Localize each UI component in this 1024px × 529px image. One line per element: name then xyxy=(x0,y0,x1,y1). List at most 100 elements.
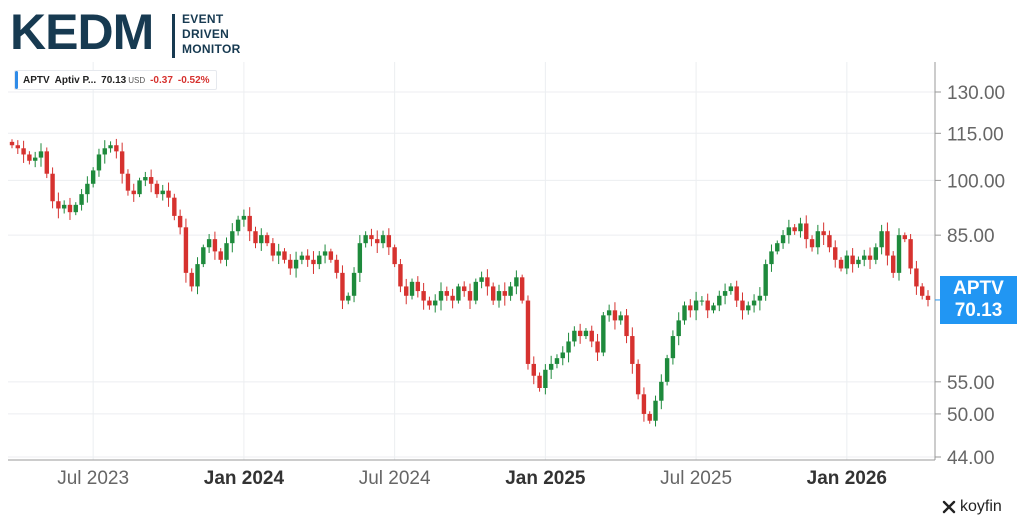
candle xyxy=(728,283,734,295)
candle xyxy=(688,299,693,318)
candle xyxy=(885,222,890,266)
candle xyxy=(114,138,119,159)
candle xyxy=(328,248,334,263)
candle xyxy=(119,142,125,184)
candle xyxy=(427,296,432,310)
candle xyxy=(32,151,38,168)
candle xyxy=(664,354,670,386)
candle xyxy=(282,248,287,264)
candle xyxy=(235,215,241,236)
candle xyxy=(143,171,148,187)
candle xyxy=(722,283,728,305)
candle xyxy=(398,259,403,293)
candle xyxy=(311,251,316,274)
candle xyxy=(392,244,397,268)
candle xyxy=(583,328,589,340)
candle xyxy=(746,301,751,315)
candle xyxy=(433,294,438,313)
candle xyxy=(90,167,96,188)
candle xyxy=(867,247,873,269)
price-tag-value: 70.13 xyxy=(954,300,1003,321)
candle xyxy=(415,276,421,298)
candle xyxy=(473,278,478,305)
candle xyxy=(653,395,658,427)
candle xyxy=(862,249,867,267)
candle xyxy=(490,282,496,305)
candle xyxy=(844,250,850,275)
candle xyxy=(15,140,20,154)
candle xyxy=(925,290,931,307)
candle xyxy=(908,234,913,275)
candle xyxy=(270,238,276,262)
kedm-logo: KEDM EVENT DRIVEN MONITOR xyxy=(10,4,250,60)
candle xyxy=(462,281,467,297)
candle xyxy=(172,193,177,221)
legend-series-color xyxy=(15,71,18,89)
candle xyxy=(589,325,594,348)
candle xyxy=(44,147,49,179)
candle xyxy=(786,219,792,244)
candle xyxy=(154,180,160,198)
candle xyxy=(804,215,809,249)
candle xyxy=(601,312,606,357)
candle xyxy=(230,223,235,253)
candle xyxy=(757,287,763,311)
candle xyxy=(635,359,641,400)
candle xyxy=(705,293,710,319)
candle xyxy=(195,257,200,295)
candle xyxy=(375,230,380,254)
candle xyxy=(125,169,131,196)
candle xyxy=(920,283,925,300)
candle xyxy=(201,244,206,268)
x-tick-label: Jul 2025 xyxy=(660,468,732,489)
candle xyxy=(798,217,803,238)
candle xyxy=(815,224,821,255)
candle xyxy=(67,197,73,220)
candle xyxy=(572,326,577,347)
legend-price: 70.13 xyxy=(101,74,127,86)
candle xyxy=(305,249,310,267)
candle xyxy=(108,141,113,153)
candle xyxy=(699,296,705,306)
legend-change-pct: -0.52% xyxy=(177,74,210,86)
legend-security-name: Aptiv P... xyxy=(54,74,97,86)
y-tick-label: 44.00 xyxy=(947,448,995,469)
candle xyxy=(85,176,90,203)
candle xyxy=(27,151,32,165)
candle xyxy=(9,139,15,149)
candle xyxy=(792,224,797,235)
logo-line-driven: DRIVEN xyxy=(182,27,230,41)
candle xyxy=(896,228,902,281)
candle xyxy=(351,267,357,303)
candle xyxy=(676,312,681,346)
last-price-tag: APTV 70.13 xyxy=(940,276,1017,324)
y-tick-label: 50.00 xyxy=(947,405,995,426)
candle xyxy=(734,280,739,307)
candle xyxy=(775,240,780,255)
chart-grid xyxy=(8,62,935,460)
candle xyxy=(276,243,281,265)
x-tick-label: Jul 2024 xyxy=(359,468,431,489)
chart-axes: Jul 2023 Jan 2024 Jul 2024 Jan 2025 Jul 2025… xyxy=(8,62,1005,489)
candle xyxy=(61,200,67,214)
candle xyxy=(131,183,136,202)
candle xyxy=(577,323,583,344)
candle xyxy=(241,209,247,227)
y-tick-label: 100.00 xyxy=(947,171,1005,192)
candle xyxy=(537,372,542,392)
candle xyxy=(751,294,757,313)
candle xyxy=(224,237,229,267)
candle xyxy=(21,140,26,163)
candle xyxy=(259,228,264,251)
candle xyxy=(444,286,450,301)
candle xyxy=(560,346,565,366)
candle xyxy=(206,234,212,253)
candle xyxy=(479,271,484,289)
candle xyxy=(641,387,647,422)
candle xyxy=(833,240,838,268)
candle xyxy=(763,259,768,301)
chart-legend[interactable]: APTV Aptiv P... 70.13 USD -0.37 -0.52% xyxy=(14,70,217,90)
candle xyxy=(137,177,142,198)
candle xyxy=(502,282,507,306)
